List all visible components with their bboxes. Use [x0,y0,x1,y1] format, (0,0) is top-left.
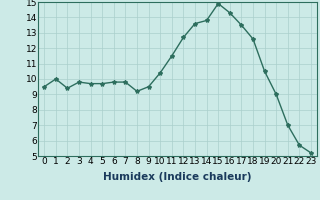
X-axis label: Humidex (Indice chaleur): Humidex (Indice chaleur) [103,172,252,182]
